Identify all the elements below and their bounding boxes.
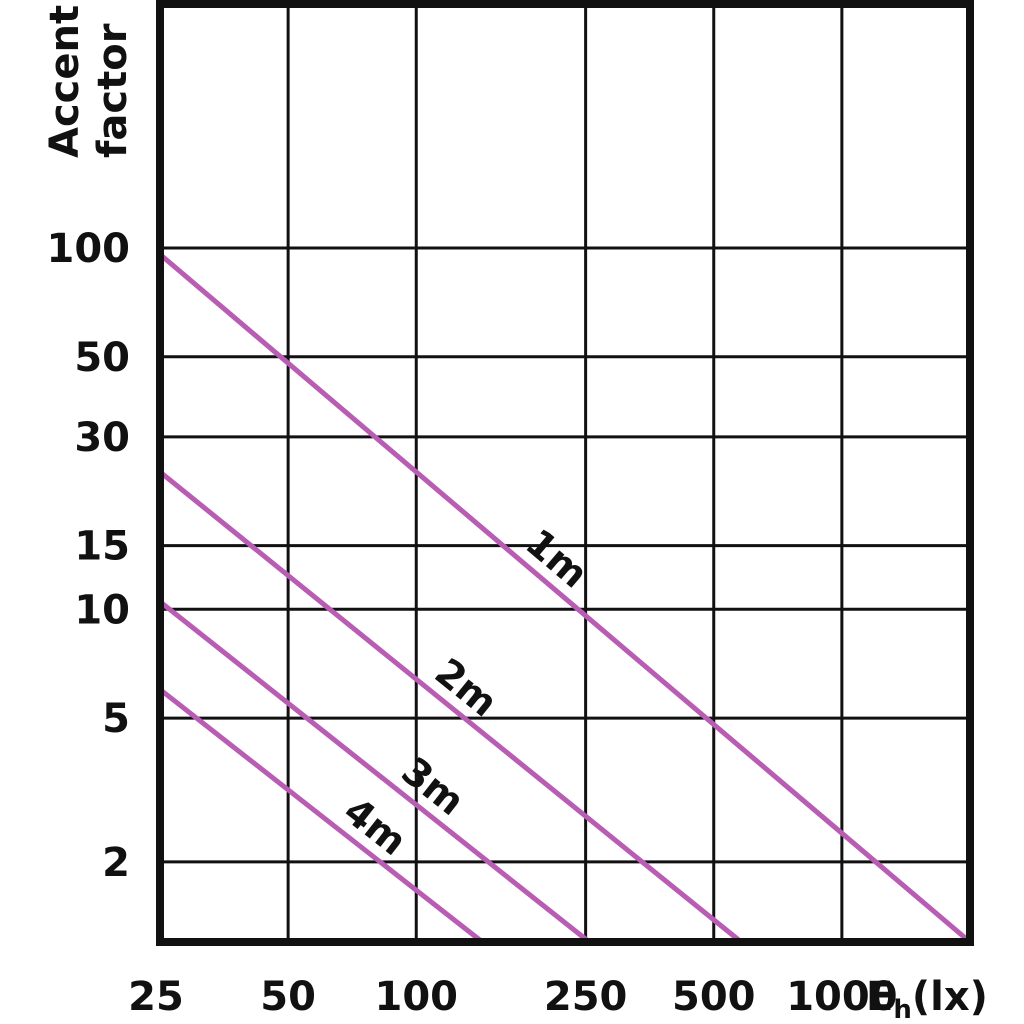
x-tick-label: 500 xyxy=(672,974,756,1020)
x-tick-label: 50 xyxy=(260,974,316,1020)
y-tick-label: 30 xyxy=(74,415,130,461)
y-axis-label-line2: factor xyxy=(90,23,136,158)
series-label-4m: 4m xyxy=(336,789,415,864)
grid xyxy=(160,4,970,942)
series-line-3m xyxy=(158,599,591,944)
series-label-3m: 3m xyxy=(394,749,473,825)
y-tick-label: 5 xyxy=(102,696,130,742)
x-tick-label: 25 xyxy=(128,974,184,1020)
x-tick-label: 250 xyxy=(544,974,628,1020)
y-tick-labels: 2 5 10 15 30 50 100 xyxy=(47,226,131,886)
x-axis-label: Eh(lx) xyxy=(866,974,988,1024)
y-tick-label: 2 xyxy=(102,840,130,886)
y-axis-label-line1: Accent xyxy=(42,5,88,158)
series-line-2m xyxy=(158,469,743,944)
series-label-2m: 2m xyxy=(427,650,506,726)
y-tick-label: 100 xyxy=(47,226,131,272)
plot-frame xyxy=(156,0,974,946)
y-tick-label: 10 xyxy=(74,587,130,633)
x-tick-labels: 25 50 100 250 500 1000 xyxy=(128,974,897,1020)
series-line-1m xyxy=(158,252,972,944)
x-tick-label: 100 xyxy=(375,974,459,1020)
y-tick-label: 50 xyxy=(74,335,130,381)
series-lines xyxy=(158,252,972,944)
y-tick-label: 15 xyxy=(74,524,130,570)
series-line-4m xyxy=(158,687,484,944)
x-tick-label: 1000 xyxy=(786,974,897,1020)
